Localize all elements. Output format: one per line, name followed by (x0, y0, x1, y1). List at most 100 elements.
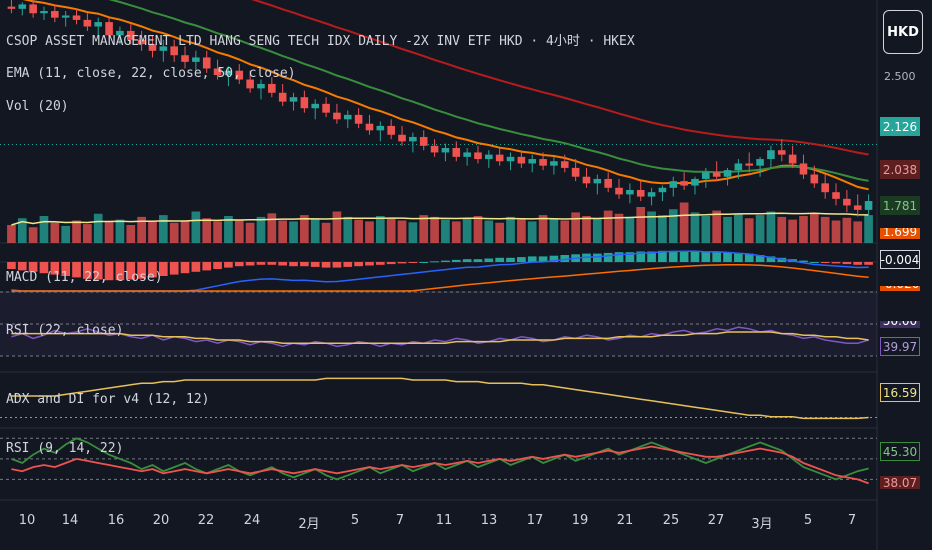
candle-body (181, 55, 189, 62)
candle-body (843, 198, 851, 206)
macd-histogram-bar (506, 257, 515, 262)
candle-body (864, 201, 873, 210)
volume-bar (831, 220, 841, 243)
macd-histogram-bar (397, 262, 407, 264)
candle-body (799, 163, 808, 175)
candle-body (560, 161, 569, 168)
rsi2-red-line (11, 445, 869, 485)
candle-body (170, 46, 178, 56)
ema-mid-tag: 1.781 (880, 196, 920, 215)
candle-body (767, 150, 775, 160)
volume-bar (148, 221, 157, 243)
candle-body (745, 163, 754, 166)
volume-legend: Vol (20) (6, 99, 69, 114)
volume-bar (234, 219, 244, 243)
macd-histogram-bar (538, 256, 548, 262)
candle-body (604, 178, 612, 188)
volume-bar (430, 216, 439, 243)
macd-histogram-bar (462, 259, 472, 262)
macd-histogram-bar (104, 262, 114, 281)
time-axis-tick: 10 (18, 513, 36, 528)
macd-histogram-bar (39, 262, 49, 274)
macd-histogram-bar (820, 262, 830, 263)
candle-body (398, 134, 406, 142)
candle-body (810, 174, 819, 184)
volume-bar (734, 213, 743, 243)
macd-legend: MACD (11, 22, close) (6, 270, 163, 285)
volume-bar (701, 216, 711, 243)
macd-histogram-bar (234, 262, 244, 267)
macd-histogram-bar (625, 252, 635, 262)
candle-body (485, 154, 493, 160)
macd-histogram-bar (61, 262, 71, 276)
volume-bar (126, 225, 136, 243)
volume-bar (820, 216, 830, 243)
candle-body (333, 112, 341, 120)
candle-body (289, 97, 298, 102)
macd-histogram-bar (755, 255, 765, 262)
macd-histogram-bar (267, 262, 277, 265)
ema-legend: EMA (11, close, 22, close, 50, close) (6, 66, 296, 81)
time-axis-tick: 17 (526, 513, 544, 528)
rsi-tag: 39.97 (880, 337, 920, 356)
volume-bar (571, 212, 580, 243)
macd-histogram-bar (712, 251, 722, 262)
volume-bar (169, 222, 179, 243)
rsi-level-tag: 50.00 (880, 321, 920, 328)
time-axis-tick: 3月 (751, 517, 773, 532)
candle-body (343, 114, 352, 120)
candle-body (756, 159, 764, 166)
macd-histogram-bar (7, 262, 16, 269)
rsi2-red-tag: 38.07 (880, 476, 920, 489)
time-axis-tick: 11 (435, 513, 453, 528)
candle-body (278, 92, 287, 102)
volume-bar (603, 210, 613, 243)
macd-histogram-bar (343, 262, 353, 267)
macd-histogram-bar (484, 258, 494, 262)
time-axis-tick: 5 (803, 513, 813, 528)
volume-bar (245, 222, 255, 243)
volume-bar (647, 211, 656, 243)
macd-histogram-bar (701, 251, 711, 262)
rsi-ma-line (11, 331, 869, 344)
volume-bar (495, 222, 505, 243)
currency-button[interactable]: HKD (883, 10, 923, 54)
candle-body (669, 181, 678, 188)
volume-bar (289, 221, 298, 243)
volume-bar (354, 219, 363, 243)
macd-histogram-bar (28, 262, 38, 272)
candle-body (647, 192, 656, 197)
candle-body (495, 154, 504, 162)
volume-bar (723, 216, 732, 243)
volume-bar (224, 216, 233, 243)
macd-histogram-bar (473, 259, 483, 262)
macd-histogram-bar (668, 250, 678, 262)
time-axis-tick: 16 (107, 513, 125, 528)
volume-bar (744, 218, 754, 243)
candle-body (61, 15, 70, 18)
macd-histogram-bar (72, 262, 81, 278)
volume-bar (809, 213, 819, 243)
macd-signal-line (11, 264, 869, 292)
time-axis-tick: 22 (197, 513, 215, 528)
macd-histogram-bar (365, 262, 374, 266)
candle-body (300, 97, 309, 109)
volume-bar (712, 210, 722, 243)
time-axis-tick: 27 (707, 513, 725, 528)
macd-histogram-bar (158, 262, 168, 276)
candle-body (105, 22, 113, 36)
candle-body (83, 19, 92, 27)
volume-bar (332, 211, 342, 243)
candle-body (691, 178, 699, 186)
volume-bar (50, 222, 60, 243)
candle-body (213, 68, 222, 76)
volume-bar (679, 202, 689, 243)
candle-body (550, 161, 558, 166)
adx-line (11, 377, 869, 420)
candle-body (202, 57, 211, 69)
candle-body (777, 150, 786, 155)
macd-histogram-bar (592, 253, 602, 262)
macd-histogram-bar (441, 260, 450, 262)
volume-bar (755, 215, 765, 243)
